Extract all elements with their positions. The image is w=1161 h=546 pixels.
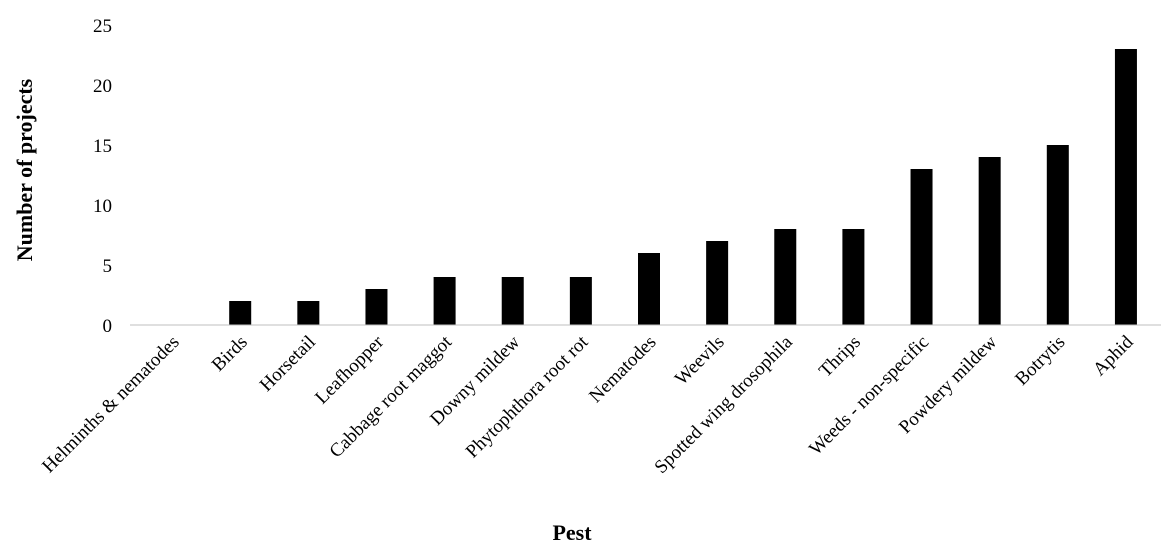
x-tick-label: Helminths & nematodes: [38, 332, 183, 477]
y-axis: 0 5 10 15 20 25: [93, 16, 112, 337]
bar: [774, 229, 797, 325]
x-tick-label: Horsetail: [256, 332, 320, 396]
bar: [638, 253, 660, 325]
bar: [433, 277, 456, 325]
bar: [978, 157, 1001, 325]
y-tick-label: 15: [93, 136, 112, 157]
x-tick-label: Botrytis: [1011, 332, 1069, 390]
x-tick-label: Phytophthora root rot: [462, 331, 593, 462]
x-axis: Helminths & nematodes Birds HorsetailLeafh…: [38, 331, 1138, 478]
bar: [910, 169, 933, 325]
x-tick-label: Weevils: [671, 332, 729, 390]
x-tick-label: Thrips: [815, 332, 865, 382]
bar-series: [229, 49, 1137, 325]
y-tick-label: 0: [103, 316, 113, 337]
bar: [842, 229, 865, 325]
bar: [1046, 145, 1069, 325]
x-tick-label: Spotted wing drosophila: [651, 331, 798, 478]
bar: [365, 289, 388, 325]
bar: [569, 277, 592, 325]
x-tick-label: Weeds - non-specific: [805, 332, 933, 460]
y-tick-label: 20: [93, 76, 112, 97]
y-axis-title: Number of projects: [12, 78, 37, 261]
x-tick-label: Cabbage root maggot: [326, 331, 457, 462]
x-axis-title: Pest: [552, 520, 592, 545]
x-tick-label: Aphid: [1089, 331, 1138, 380]
bar: [706, 241, 729, 325]
y-tick-label: 25: [93, 16, 112, 37]
bar: [297, 301, 320, 325]
bar: [229, 301, 252, 325]
bar: [1114, 49, 1137, 325]
y-tick-label: 5: [103, 256, 113, 277]
x-tick-label: Nematodes: [585, 332, 660, 407]
y-tick-label: 10: [93, 196, 112, 217]
x-tick-label: Birds: [208, 332, 252, 376]
bar: [501, 277, 524, 325]
